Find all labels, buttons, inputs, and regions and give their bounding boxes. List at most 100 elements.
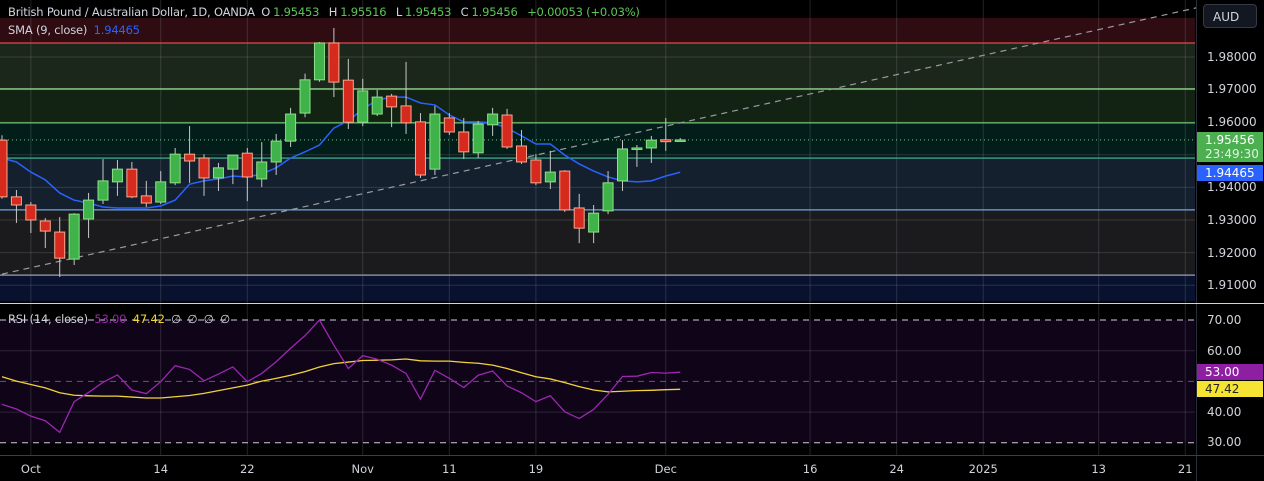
candle-up[interactable] <box>285 113 297 142</box>
candle-up[interactable] <box>256 161 268 180</box>
candle-down[interactable] <box>342 79 354 123</box>
time-tick: Oct <box>20 462 41 476</box>
empty-value: ∅ <box>171 312 181 326</box>
sma-line <box>1 96 681 209</box>
candle-up[interactable] <box>357 90 369 123</box>
rsi-tick: 40.00 <box>1207 405 1242 419</box>
pane-separator[interactable] <box>0 303 1264 304</box>
candle-up[interactable] <box>631 147 643 150</box>
candle-down[interactable] <box>241 152 253 178</box>
time-tick: Dec <box>654 462 677 476</box>
price-tick: 1.93000 <box>1207 213 1257 227</box>
candle-up[interactable] <box>674 139 686 142</box>
time-tick: 19 <box>528 462 544 476</box>
price-zone <box>0 88 1195 123</box>
price-zones <box>0 17 1195 455</box>
candle-down[interactable] <box>328 42 340 83</box>
price-tick: 1.92000 <box>1207 246 1257 260</box>
rsi-pane <box>0 318 1195 444</box>
countdown: 23:49:30 <box>1205 147 1259 161</box>
price-tick: 1.96000 <box>1207 115 1257 129</box>
candle-down[interactable] <box>400 105 412 124</box>
time-axis-border <box>0 455 1264 456</box>
candle-down[interactable] <box>184 153 196 162</box>
price-tick: 1.97000 <box>1207 82 1257 96</box>
rsi-ma-value: 47.42 <box>132 312 165 326</box>
candle-up[interactable] <box>68 213 80 260</box>
candle-down[interactable] <box>25 204 37 221</box>
time-tick: 24 <box>889 462 904 476</box>
candle-up[interactable] <box>429 113 441 170</box>
trend-line[interactable] <box>1 4 1196 275</box>
candle-down[interactable] <box>515 145 527 163</box>
currency-button[interactable]: AUD <box>1203 4 1257 28</box>
time-tick: 14 <box>153 462 169 476</box>
candle-down[interactable] <box>414 121 426 176</box>
candle-down[interactable] <box>386 95 398 108</box>
candle-down[interactable] <box>0 139 8 198</box>
price-zone <box>0 42 1195 89</box>
rsi-tick: 70.00 <box>1207 313 1242 327</box>
last-price: 1.95456 <box>1205 133 1255 147</box>
price-tick: 1.91000 <box>1207 278 1257 292</box>
sma-line <box>1 96 681 209</box>
price-tick: 1.94000 <box>1207 180 1257 194</box>
candle-up[interactable] <box>155 181 167 203</box>
time-tick: 13 <box>1091 462 1106 476</box>
price-zone <box>0 17 1195 43</box>
change-value: +0.00053 (+0.03%) <box>527 5 640 19</box>
candle-up[interactable] <box>487 113 499 126</box>
candle-up[interactable] <box>313 42 325 81</box>
candle-down[interactable] <box>443 117 455 133</box>
candle-up[interactable] <box>111 168 123 183</box>
symbol-legend: British Pound / Australian Dollar, 1D, O… <box>8 5 643 19</box>
candle-up[interactable] <box>169 153 181 184</box>
rsi-legend[interactable]: RSI (14, close) 53.00 47.42 ∅ ∅ ∅ ∅ <box>8 312 233 326</box>
symbol-title[interactable]: British Pound / Australian Dollar, 1D, O… <box>8 5 255 19</box>
candle-down[interactable] <box>559 170 571 211</box>
candle-down[interactable] <box>501 114 513 148</box>
empty-value: ∅ <box>187 312 198 326</box>
candle-down[interactable] <box>458 131 470 153</box>
sma-label: SMA (9, close) <box>8 23 88 37</box>
empty-value: ∅ <box>220 312 230 326</box>
candle-down[interactable] <box>660 139 672 143</box>
candle-down[interactable] <box>530 159 542 184</box>
time-tick: 22 <box>239 462 255 476</box>
time-tick: 16 <box>802 462 818 476</box>
candle-down[interactable] <box>140 195 152 204</box>
price-zone <box>0 122 1195 159</box>
candle-down[interactable] <box>54 231 66 259</box>
candle-up[interactable] <box>97 180 109 201</box>
candle-down[interactable] <box>39 220 51 232</box>
chart-canvas[interactable] <box>0 0 1196 481</box>
trend-line[interactable] <box>1 4 1196 275</box>
candle-up[interactable] <box>616 148 628 182</box>
candle-up[interactable] <box>270 140 282 163</box>
rsi-ma-badge: 47.42 <box>1197 381 1263 397</box>
rsi-tick: 60.00 <box>1207 344 1242 358</box>
candle-up[interactable] <box>371 96 383 115</box>
candle-down[interactable] <box>10 196 22 206</box>
candle-up[interactable] <box>544 171 556 183</box>
candle-up[interactable] <box>472 123 484 154</box>
candle-down[interactable] <box>126 168 138 198</box>
candle-up[interactable] <box>645 139 657 149</box>
candle-up[interactable] <box>588 212 600 233</box>
last-price-badge: 1.95456 23:49:30 <box>1197 132 1263 162</box>
candle-down[interactable] <box>573 207 585 229</box>
price-axis[interactable]: AUD 1.98000 1.97000 1.96000 1.94000 1.93… <box>1196 0 1264 481</box>
candles <box>0 27 686 278</box>
candle-up[interactable] <box>227 154 239 170</box>
sma-legend[interactable]: SMA (9, close) 1.94465 <box>8 23 143 37</box>
rsi-tick: 30.00 <box>1207 435 1242 449</box>
candle-up[interactable] <box>83 199 95 220</box>
candle-up[interactable] <box>602 182 614 212</box>
price-zone <box>0 275 1195 302</box>
candle-up[interactable] <box>212 167 224 179</box>
candle-down[interactable] <box>198 157 210 179</box>
candle-up[interactable] <box>299 79 311 114</box>
empty-value: ∅ <box>203 312 214 326</box>
rsi-value: 53.00 <box>94 312 127 326</box>
price-tick: 1.98000 <box>1207 50 1257 64</box>
